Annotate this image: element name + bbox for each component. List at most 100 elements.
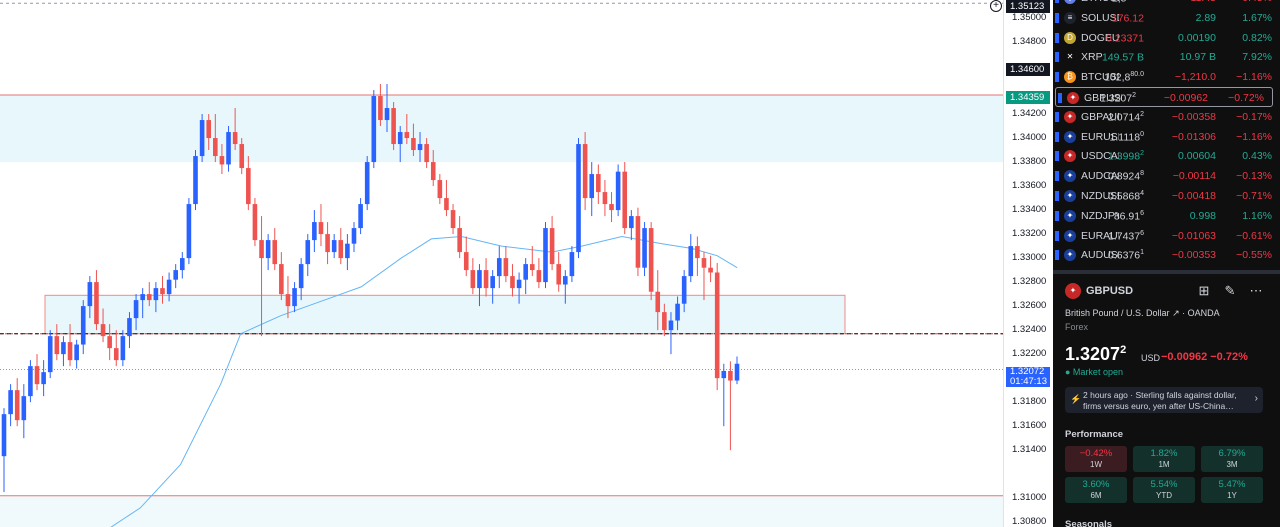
grid-icon[interactable]: ⊞ <box>1198 283 1210 298</box>
more-icon[interactable]: ⋯ <box>1249 283 1263 298</box>
level-price-tag: 1.34359 <box>1006 91 1050 104</box>
flag-marker-icon[interactable] <box>1055 210 1059 221</box>
watchlist-change: 0.00604 <box>1178 150 1216 163</box>
candle-up <box>305 240 311 265</box>
performance-cell[interactable]: 1.82% 1M <box>1133 446 1195 472</box>
watchlist-change: −1,210.0 <box>1174 71 1216 84</box>
flag-marker-icon[interactable] <box>1058 93 1062 103</box>
candle-down <box>444 198 449 211</box>
watchlist-change: −0.00353 <box>1171 249 1216 262</box>
watchlist-row[interactable]: ₿ BTCUSD102,880.0 −1,210.0 −1.16% <box>1053 67 1280 87</box>
watchlist-symbol: BTCUSD <box>1081 71 1119 84</box>
dogecoin-icon: D <box>1064 31 1076 44</box>
watchlist-price: 0.58684 <box>1107 190 1144 203</box>
watchlist-change-percent: −0.72% <box>1228 92 1264 104</box>
flag-marker-icon[interactable] <box>1055 0 1059 3</box>
xrp-icon: ✕ <box>1064 51 1076 64</box>
watchlist-price: 1.39982 <box>1107 150 1144 163</box>
panel-divider[interactable] <box>1053 270 1280 274</box>
watchlist-price: 176.12 <box>1111 12 1144 25</box>
flag-marker-icon[interactable] <box>1055 32 1059 43</box>
performance-cell[interactable]: 6.79% 3M <box>1201 446 1263 472</box>
watchlist-row[interactable]: D DOGEUSD0.23371 0.00190 0.82% <box>1053 28 1280 48</box>
watchlist-price: 1.32072 <box>1099 92 1136 105</box>
candle-down <box>411 138 416 151</box>
performance-title: Performance <box>1065 429 1124 440</box>
candle-down <box>609 204 614 211</box>
candle-down <box>279 264 284 295</box>
watchlist-symbol: EURUSD <box>1081 130 1119 143</box>
edit-icon[interactable]: ✎ <box>1224 283 1236 298</box>
candlestick-chart[interactable] <box>0 0 1003 527</box>
watchlist-change: −0.00114 <box>1172 170 1216 183</box>
price-tick-label: 1.31000 <box>1012 492 1047 504</box>
candle-up <box>642 228 647 268</box>
us-ca-flag-icon: ✦ <box>1064 150 1076 163</box>
watchlist-change: 0.998 <box>1189 209 1216 222</box>
performance-cell[interactable]: 5.54% YTD <box>1133 477 1195 503</box>
watchlist-price: 1.74376 <box>1107 229 1144 243</box>
flag-marker-icon[interactable] <box>1055 111 1059 122</box>
price-tick-label: 1.34000 <box>1012 132 1047 144</box>
performance-cell[interactable]: 5.47% 1Y <box>1201 477 1263 503</box>
flag-marker-icon[interactable] <box>1055 230 1059 241</box>
flag-marker-icon[interactable] <box>1055 250 1059 261</box>
news-headline[interactable]: ⚡ 2 hours ago · Sterling falls against d… <box>1065 387 1263 413</box>
candle-up <box>199 120 205 157</box>
flag-marker-icon[interactable] <box>1055 72 1059 83</box>
watchlist-row[interactable]: ≡ SOLUSD176.12 2.89 1.67% <box>1053 8 1280 28</box>
candle-up <box>477 270 482 289</box>
watchlist-row[interactable]: ✦ USDCAD1.39982 0.00604 0.43% <box>1053 146 1280 166</box>
candle-down <box>503 258 509 277</box>
flag-marker-icon[interactable] <box>1055 151 1059 162</box>
watchlist-row[interactable]: ◆ ETHUSD2,535.65 −11.45 −0.45% <box>1053 0 1280 8</box>
watchlist-row[interactable]: ✕ XRP 149.57 B 10.97 B 7.92% <box>1053 47 1280 67</box>
watchlist-change-percent: 1.16% <box>1242 209 1272 222</box>
flag-marker-icon[interactable] <box>1055 52 1059 63</box>
candle-up <box>668 320 674 331</box>
watchlist-change-percent: −0.13% <box>1236 170 1272 183</box>
watchlist-row[interactable]: ✦ NZDJPY 86.916 0.998 1.16% <box>1053 206 1280 226</box>
watchlist-change-percent: 0.82% <box>1242 31 1272 44</box>
watchlist-change: 0.00190 <box>1178 31 1216 44</box>
candle-down <box>318 222 324 235</box>
candle-down <box>107 336 112 349</box>
watchlist-change-percent: −0.55% <box>1236 249 1272 262</box>
watchlist-row[interactable]: ✦ GBPUSD1.32072 −0.00962 −0.72% <box>1055 87 1273 107</box>
watchlist-row[interactable]: ✦ EURUSD1.11180 −0.01306 −1.16% <box>1053 127 1280 147</box>
news-text: Sterling falls against dollar, firms ver… <box>1083 390 1237 411</box>
external-link-icon[interactable]: ↗ <box>1172 308 1183 318</box>
price-tick-label: 1.33400 <box>1012 204 1047 216</box>
watchlist-row[interactable]: ✦ AUDCAD0.89248 −0.00114 −0.13% <box>1053 166 1280 186</box>
candle-up <box>589 174 595 199</box>
details-symbol[interactable]: GBPUSD <box>1086 285 1134 297</box>
watchlist-row[interactable]: ✦ EURAUD1.74376 −0.01063 −0.61% <box>1053 226 1280 246</box>
solana-icon: ≡ <box>1064 11 1076 24</box>
details-exchange-dot: · <box>1182 308 1188 318</box>
flag-marker-icon[interactable] <box>1055 12 1059 23</box>
uk-us-flag-icon: ✦ <box>1065 283 1081 299</box>
flag-marker-icon[interactable] <box>1055 131 1059 142</box>
price-tick-label: 1.35000 <box>1012 12 1047 23</box>
price-chart[interactable] <box>0 0 1003 527</box>
flag-marker-icon[interactable] <box>1055 171 1059 182</box>
candle-up <box>47 336 53 373</box>
flag-marker-icon[interactable] <box>1055 191 1059 201</box>
watchlist-row[interactable]: ✦ AUDUSD0.63761 −0.00353 −0.55% <box>1053 245 1280 265</box>
watchlist-price: 1.11180 <box>1109 130 1144 144</box>
watchlist-row[interactable]: ✦ GBPAUD2.07142 −0.00358 −0.17% <box>1053 107 1280 127</box>
candle-up <box>516 279 522 289</box>
watchlist-price: 149.57 B <box>1101 51 1144 64</box>
watchlist-change-percent: 1.67% <box>1242 11 1272 24</box>
watchlist-row[interactable]: ✦ NZDUSD0.58684 −0.00418 −0.71% <box>1053 186 1280 206</box>
candle-down <box>213 138 218 157</box>
candle-down <box>259 240 264 259</box>
uk-us-flag-icon: ✦ <box>1067 92 1079 104</box>
performance-cell[interactable]: 3.60% 6M <box>1065 477 1127 503</box>
add-alert-plus-icon[interactable]: + <box>990 0 1002 12</box>
price-axis[interactable]: 1.35000 1.34800 1.34200 1.34000 1.33800 1.336… <box>990 0 1053 527</box>
performance-cell[interactable]: −0.42% 1W <box>1065 446 1127 472</box>
candle-up <box>226 132 231 165</box>
candle-up <box>351 228 357 244</box>
watchlist-price: 2.07142 <box>1107 110 1144 124</box>
